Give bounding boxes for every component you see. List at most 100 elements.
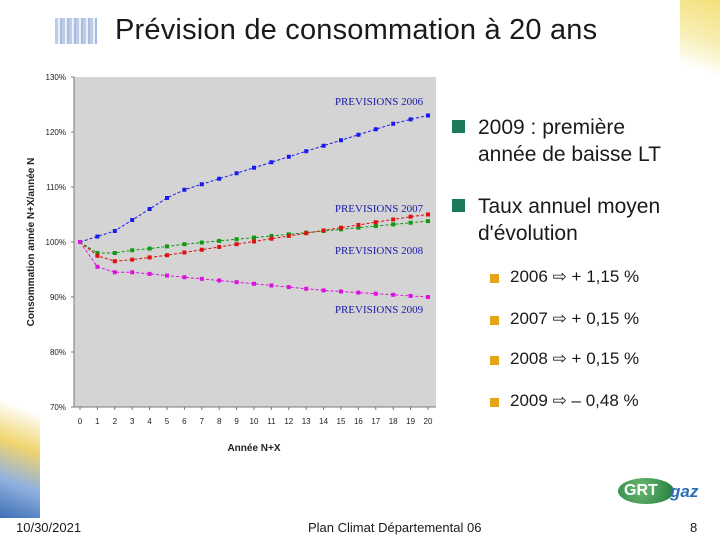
series-2-point bbox=[408, 220, 413, 225]
y-tick-label: 100% bbox=[46, 238, 66, 247]
series-2-point bbox=[269, 233, 274, 238]
series-1-point bbox=[252, 165, 256, 170]
x-tick-label: 3 bbox=[130, 417, 135, 426]
footer-date: 10/30/2021 bbox=[16, 520, 82, 535]
series-4-point bbox=[95, 264, 100, 269]
series-4-point bbox=[269, 283, 274, 288]
rate-2006: 2006 ⇨ + 1,15 % bbox=[510, 267, 640, 286]
series-4-point bbox=[391, 292, 396, 297]
rate-2008: 2008 ⇨ + 0,15 % bbox=[510, 349, 640, 368]
series-4-point bbox=[165, 273, 169, 278]
series-annotation-1: PREVISIONS 2006 bbox=[335, 96, 424, 108]
x-tick-label: 17 bbox=[371, 417, 380, 426]
series-3-point bbox=[408, 214, 413, 219]
series-4-point bbox=[182, 275, 187, 280]
series-3-point bbox=[304, 231, 309, 236]
page-number: 8 bbox=[690, 520, 698, 535]
series-3-point bbox=[286, 233, 291, 238]
corner-decoration-bottom-left bbox=[0, 400, 40, 518]
x-tick-label: 11 bbox=[267, 417, 276, 426]
series-2-point bbox=[147, 246, 152, 251]
x-tick-label: 12 bbox=[284, 417, 293, 426]
x-tick-label: 4 bbox=[147, 417, 152, 426]
series-3-point bbox=[199, 247, 204, 252]
series-2-point bbox=[373, 224, 378, 229]
bullet-average-rate-line2: d'évolution bbox=[478, 222, 578, 245]
series-3-point bbox=[112, 259, 117, 264]
series-1-point bbox=[165, 196, 169, 200]
series-1-point bbox=[95, 234, 100, 239]
series-3-point bbox=[147, 255, 152, 260]
bullet-first-decline: 2009 : première année de baisse LT bbox=[478, 114, 661, 168]
series-4-point bbox=[339, 289, 343, 294]
series-3-point bbox=[269, 236, 274, 241]
x-tick-label: 7 bbox=[200, 417, 205, 426]
x-tick-label: 15 bbox=[337, 417, 346, 426]
series-1-point bbox=[356, 132, 361, 137]
series-annotation-2: PREVISIONS 2007 bbox=[335, 203, 424, 215]
series-2-point bbox=[199, 240, 204, 245]
logo-text-right: gaz bbox=[670, 482, 699, 501]
series-2-point bbox=[234, 237, 239, 242]
x-tick-label: 8 bbox=[217, 417, 222, 426]
x-tick-label: 0 bbox=[78, 417, 83, 426]
series-line-2 bbox=[79, 220, 429, 254]
series-2-point bbox=[356, 225, 361, 230]
series-4-point bbox=[78, 240, 82, 244]
corner-decoration-top-right bbox=[680, 0, 720, 90]
series-2-point bbox=[252, 235, 256, 240]
series-3-point bbox=[426, 212, 430, 217]
series-annotation-4: PREVISIONS 2009 bbox=[335, 304, 424, 316]
series-1-point bbox=[408, 117, 413, 122]
series-3-point bbox=[373, 220, 378, 225]
y-tick-label: 70% bbox=[50, 403, 66, 412]
y-axis-label: Consommation année N+X/année N bbox=[26, 158, 37, 327]
series-4-point bbox=[286, 285, 291, 290]
series-3-point bbox=[356, 222, 361, 227]
x-tick-label: 2 bbox=[113, 417, 118, 426]
series-4-point bbox=[112, 270, 117, 275]
series-3-point bbox=[339, 225, 343, 230]
series-1-point bbox=[321, 143, 326, 148]
rate-square-2007 bbox=[490, 316, 499, 325]
x-axis-label: Année N+X bbox=[227, 443, 280, 454]
y-tick-label: 120% bbox=[46, 128, 66, 137]
rate-2009: 2009 ⇨ – 0,48 % bbox=[510, 391, 639, 410]
y-tick-label: 130% bbox=[46, 73, 66, 82]
series-1-point bbox=[112, 229, 117, 233]
bullet-square-1 bbox=[452, 120, 465, 133]
series-2-point bbox=[426, 219, 430, 224]
x-tick-label: 20 bbox=[424, 417, 433, 426]
series-1-point bbox=[391, 121, 396, 126]
series-2-point bbox=[165, 244, 169, 249]
series-1-point bbox=[182, 187, 187, 192]
x-tick-label: 6 bbox=[182, 417, 187, 426]
title-decoration bbox=[55, 18, 97, 44]
series-2-point bbox=[112, 251, 117, 255]
series-line-4 bbox=[79, 241, 429, 298]
rate-square-2008 bbox=[490, 356, 499, 365]
series-4-point bbox=[199, 276, 204, 281]
x-tick-label: 18 bbox=[389, 417, 398, 426]
x-tick-label: 1 bbox=[95, 417, 100, 426]
series-4-point bbox=[130, 270, 135, 275]
x-tick-label: 9 bbox=[234, 417, 239, 426]
series-1-point bbox=[286, 154, 291, 159]
series-1-point bbox=[130, 218, 135, 222]
x-tick-label: 13 bbox=[302, 417, 311, 426]
bullet-average-rate: Taux annuel moyen d'évolution bbox=[478, 193, 660, 247]
x-tick-label: 19 bbox=[406, 417, 415, 426]
series-2-point bbox=[95, 251, 100, 255]
series-1-point bbox=[234, 171, 239, 176]
series-4-point bbox=[321, 288, 326, 293]
rate-2007: 2007 ⇨ + 0,15 % bbox=[510, 309, 640, 328]
series-3-point bbox=[182, 250, 187, 255]
series-4-point bbox=[373, 291, 378, 296]
series-4-point bbox=[252, 281, 256, 286]
series-annotation-3: PREVISIONS 2008 bbox=[335, 245, 424, 257]
bullet-square-2 bbox=[452, 199, 465, 212]
series-4-point bbox=[304, 286, 309, 291]
y-tick-label: 110% bbox=[46, 183, 66, 192]
series-4-point bbox=[147, 271, 152, 276]
